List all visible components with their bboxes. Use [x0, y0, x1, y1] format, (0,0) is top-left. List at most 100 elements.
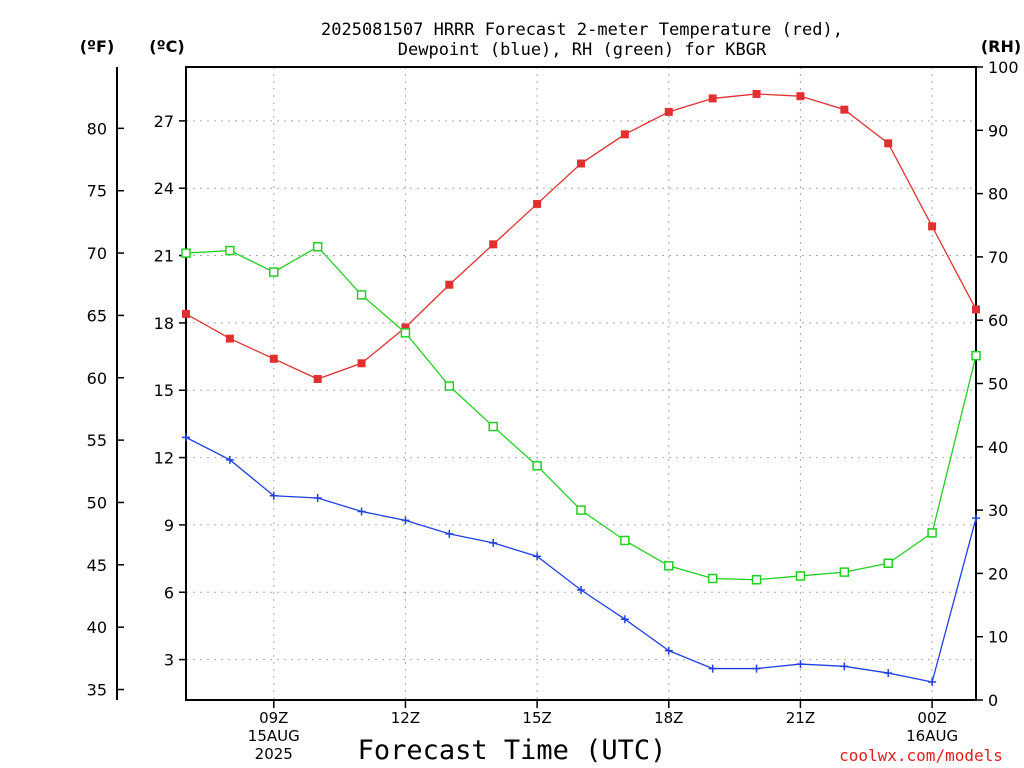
fahrenheit-tick-label: 60 — [87, 369, 107, 388]
rh-data-point — [181, 248, 191, 258]
celsius-tick-label: 24 — [154, 179, 174, 198]
dewpoint-data-point — [840, 662, 849, 671]
x-tick-label: 15AUG — [248, 727, 300, 745]
temperature-data-point — [928, 222, 937, 231]
temperature-data-point — [182, 309, 190, 318]
temperature-data-point — [796, 92, 805, 101]
temperature-data-point — [840, 105, 849, 114]
dewpoint-data-point — [796, 660, 805, 669]
fahrenheit-unit-label: (ºF) — [80, 37, 115, 56]
rh-data-point — [927, 528, 937, 538]
rh-tick-label: 10 — [988, 628, 1008, 647]
rh-data-point — [751, 574, 762, 585]
x-tick-label: 15Z — [522, 709, 551, 727]
dewpoint-data-point — [752, 664, 761, 673]
dewpoint-data-point — [225, 455, 234, 464]
rh-tick-label: 70 — [988, 248, 1008, 267]
dewpoint-data-point — [928, 678, 937, 687]
temperature-data-point — [225, 334, 234, 343]
rh-data-point — [839, 567, 850, 577]
rh-tick-label: 50 — [988, 375, 1008, 394]
temperature-data-point — [664, 107, 673, 116]
dewpoint-data-point — [664, 646, 673, 655]
chart-title: 2025081507 HRRR Forecast 2-meter Tempera… — [321, 20, 843, 40]
rh-data-point — [883, 558, 893, 569]
rh-tick-label: 20 — [988, 564, 1008, 583]
celsius-tick-label: 18 — [154, 314, 174, 333]
credit-text: coolwx.com/models — [839, 746, 1003, 765]
axes: 35 40 45 50 55 60 65 70 75 80 3 6 9 12 15 18 21 24 27 0 10 20… — [87, 58, 1019, 763]
celsius-tick-label: 9 — [164, 516, 174, 535]
temperature-data-point — [620, 130, 629, 139]
temperature-data-point — [401, 323, 410, 332]
dewpoint-data-point — [620, 615, 629, 624]
rh-tick-label: 60 — [988, 311, 1008, 330]
rh-data-point — [532, 461, 542, 471]
temperature-data-point — [357, 359, 366, 368]
rh-data-point — [312, 242, 323, 252]
temperature-data-point — [577, 159, 585, 168]
fahrenheit-tick-label: 50 — [87, 493, 107, 512]
temperature-series-line — [185, 93, 977, 380]
rh-tick-label: 0 — [988, 691, 998, 710]
temperature-data-point — [533, 199, 542, 208]
dewpoint-data-point — [182, 433, 190, 442]
fahrenheit-tick-label: 45 — [87, 556, 107, 575]
dewpoint-data-point — [489, 538, 498, 547]
data-series — [181, 89, 981, 687]
x-tick-label: 2025 — [255, 745, 293, 763]
chart-subtitle: Dewpoint (blue), RH (green) for KBGR — [398, 40, 767, 60]
rh-tick-label: 100 — [988, 58, 1019, 77]
dewpoint-data-point — [401, 516, 410, 525]
x-tick-label: 18Z — [654, 709, 683, 727]
dewpoint-data-point — [357, 507, 366, 516]
fahrenheit-tick-label: 80 — [87, 119, 107, 138]
fahrenheit-tick-label: 65 — [87, 306, 107, 325]
rh-data-point — [795, 571, 806, 581]
rh-data-point — [444, 381, 455, 391]
rh-tick-label: 40 — [988, 438, 1008, 457]
dewpoint-data-point — [445, 529, 454, 538]
rh-data-point — [488, 421, 498, 432]
fahrenheit-tick-label: 40 — [87, 618, 107, 637]
rh-data-point — [707, 573, 718, 584]
dewpoint-data-point — [577, 586, 585, 595]
rh-unit-label: (RH) — [981, 37, 1021, 56]
celsius-tick-label: 3 — [164, 651, 174, 670]
dewpoint-data-point — [708, 664, 717, 673]
dewpoint-data-point — [972, 514, 980, 523]
celsius-tick-label: 21 — [154, 247, 174, 266]
rh-data-point — [971, 350, 981, 361]
x-tick-label: 00Z — [917, 709, 946, 727]
rh-data-point — [400, 328, 411, 338]
x-tick-label: 16AUG — [906, 727, 958, 745]
rh-series-line — [185, 245, 977, 581]
dewpoint-data-point — [313, 493, 322, 502]
fahrenheit-tick-label: 55 — [87, 431, 107, 450]
temperature-data-point — [752, 89, 761, 98]
celsius-tick-label: 15 — [154, 381, 174, 400]
temperature-data-point — [884, 139, 893, 148]
rh-tick-label: 30 — [988, 501, 1008, 520]
temperature-data-point — [445, 280, 454, 289]
dewpoint-data-point — [269, 491, 278, 500]
celsius-tick-label: 27 — [154, 112, 174, 131]
grid-lines — [186, 67, 976, 700]
fahrenheit-tick-label: 70 — [87, 244, 107, 263]
temperature-data-point — [489, 240, 498, 249]
x-tick-label: 09Z — [259, 709, 288, 727]
dewpoint-data-point — [533, 552, 542, 561]
rh-tick-label: 90 — [988, 121, 1008, 140]
rh-tick-label: 80 — [988, 185, 1008, 204]
rh-data-point — [225, 245, 235, 256]
temperature-data-point — [313, 375, 322, 384]
temperature-data-point — [269, 354, 278, 363]
fahrenheit-tick-label: 75 — [87, 182, 107, 201]
celsius-unit-label: (ºC) — [149, 37, 184, 56]
temperature-data-point — [708, 94, 717, 103]
x-axis-label: Forecast Time (UTC) — [358, 735, 667, 766]
rh-data-point — [620, 535, 630, 546]
rh-data-point — [576, 505, 586, 515]
celsius-tick-label: 6 — [164, 583, 174, 602]
